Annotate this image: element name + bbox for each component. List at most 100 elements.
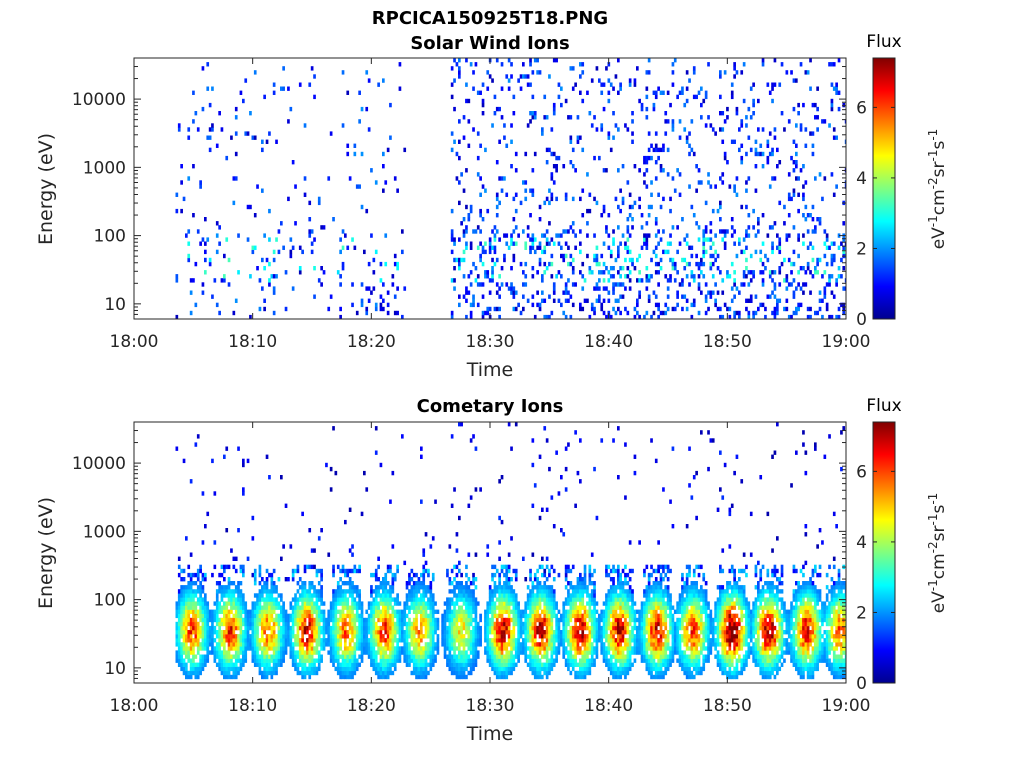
heatmap-cell [384,593,388,598]
heatmap-cell [194,634,198,639]
heatmap-cell [201,601,205,606]
heatmap-cell [538,454,542,459]
heatmap-cell [258,646,262,651]
heatmap-cell [220,634,224,639]
heatmap-cell [377,593,380,598]
heatmap-cell [346,674,350,680]
heatmap-cell [465,617,468,623]
heatmap-cell [465,314,468,319]
heatmap-cell [550,646,554,651]
heatmap-cell [526,630,530,635]
heatmap-cell [771,147,774,153]
heatmap-cell [735,111,739,116]
heatmap-cell [211,86,214,91]
heatmap-cell [334,613,338,619]
heatmap-cell [315,642,319,647]
heatmap-cell [308,605,312,610]
heatmap-cell [628,78,632,83]
heatmap-cell [265,617,269,623]
heatmap-cell [533,621,537,627]
heatmap-cell [619,82,622,87]
heatmap-cell [246,646,250,651]
heatmap-cell [332,564,335,570]
heatmap-cell [460,630,463,635]
heatmap-cell [716,208,720,214]
heatmap-cell [220,589,224,594]
heatmap-cell [754,147,758,153]
heatmap-cell [787,119,791,124]
heatmap-cell [842,245,846,250]
heatmap-cell [529,646,532,651]
heatmap-cell [802,282,805,287]
heatmap-cell [776,245,779,250]
heatmap-cell [840,241,843,246]
heatmap-cell [256,621,259,627]
heatmap-cell [317,634,321,639]
heatmap-cell [370,634,373,639]
heatmap-cell [700,270,703,275]
heatmap-cell [408,581,411,586]
heatmap-cell [396,654,399,659]
heatmap-cell [187,638,191,643]
heatmap-cell [510,646,513,651]
heatmap-cell [291,568,295,574]
heatmap-cell [607,298,611,303]
heatmap-cell [491,617,494,623]
heatmap-cell [453,646,456,651]
heatmap-cell [517,650,520,655]
heatmap-cell [251,634,255,639]
heatmap-cell [204,572,207,578]
heatmap-cell [412,630,416,635]
heatmap-cell [230,548,233,553]
heatmap-cell [367,127,371,132]
heatmap-cell [671,306,675,312]
heatmap-cell [617,127,620,132]
heatmap-cell [370,613,373,619]
heatmap-cell [752,274,755,279]
heatmap-cell [472,650,475,655]
heatmap-cell [764,306,767,312]
heatmap-cell [301,630,304,635]
heatmap-cell [526,621,530,627]
heatmap-cell [360,654,364,659]
heatmap-cell [374,572,378,578]
heatmap-cell [486,658,490,663]
heatmap-cell [415,585,418,590]
heatmap-cell [662,229,665,234]
heatmap-cell [754,164,758,169]
heatmap-cell [346,613,350,619]
heatmap-cell [199,593,202,598]
heatmap-cell [773,82,777,87]
heatmap-cell [261,139,264,144]
heatmap-cell [726,270,729,275]
heatmap-cell [541,131,544,136]
heatmap-cell [227,634,231,639]
heatmap-cell [268,261,271,267]
heatmap-cell [472,601,475,606]
heatmap-cell [517,613,520,619]
heatmap-cell [738,237,741,242]
heatmap-cell [816,106,819,112]
heatmap-cell [842,221,846,226]
heatmap-cell [182,613,186,619]
heatmap-cell [208,617,212,623]
heatmap-cell [507,658,511,663]
heatmap-cell [446,617,449,623]
heatmap-cell [541,597,544,602]
heatmap-cell [301,621,304,627]
heatmap-cell [182,458,186,464]
heatmap-cell [467,503,471,508]
heatmap-cell [341,593,345,598]
heatmap-cell [344,638,347,643]
heatmap-cell [503,123,506,128]
heatmap-cell [374,642,378,647]
heatmap-cell [175,278,179,283]
heatmap-cell [493,111,497,116]
heatmap-cell [517,646,520,651]
heatmap-cell [175,601,179,606]
heatmap-cell [486,605,490,610]
heatmap-cell [410,621,414,627]
heatmap-cell [180,646,183,651]
heatmap-cell [370,638,373,643]
heatmap-cell [253,613,257,619]
